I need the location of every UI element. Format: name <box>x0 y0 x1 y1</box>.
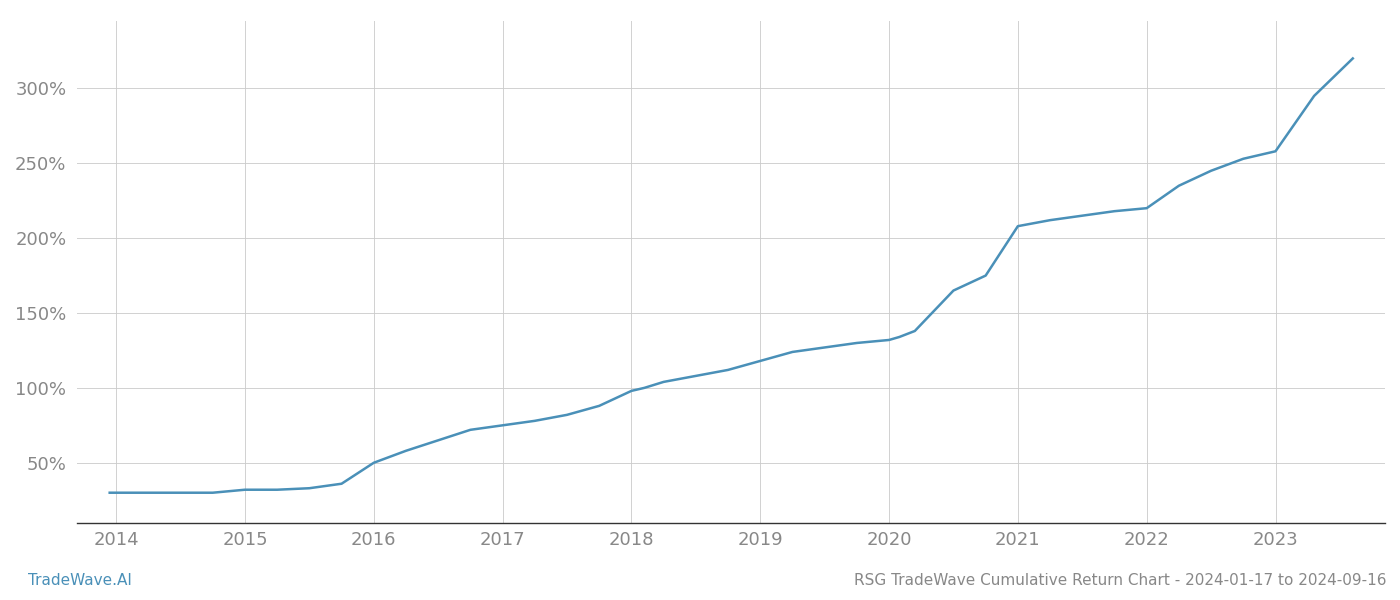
Text: RSG TradeWave Cumulative Return Chart - 2024-01-17 to 2024-09-16: RSG TradeWave Cumulative Return Chart - … <box>854 573 1386 588</box>
Text: TradeWave.AI: TradeWave.AI <box>28 573 132 588</box>
